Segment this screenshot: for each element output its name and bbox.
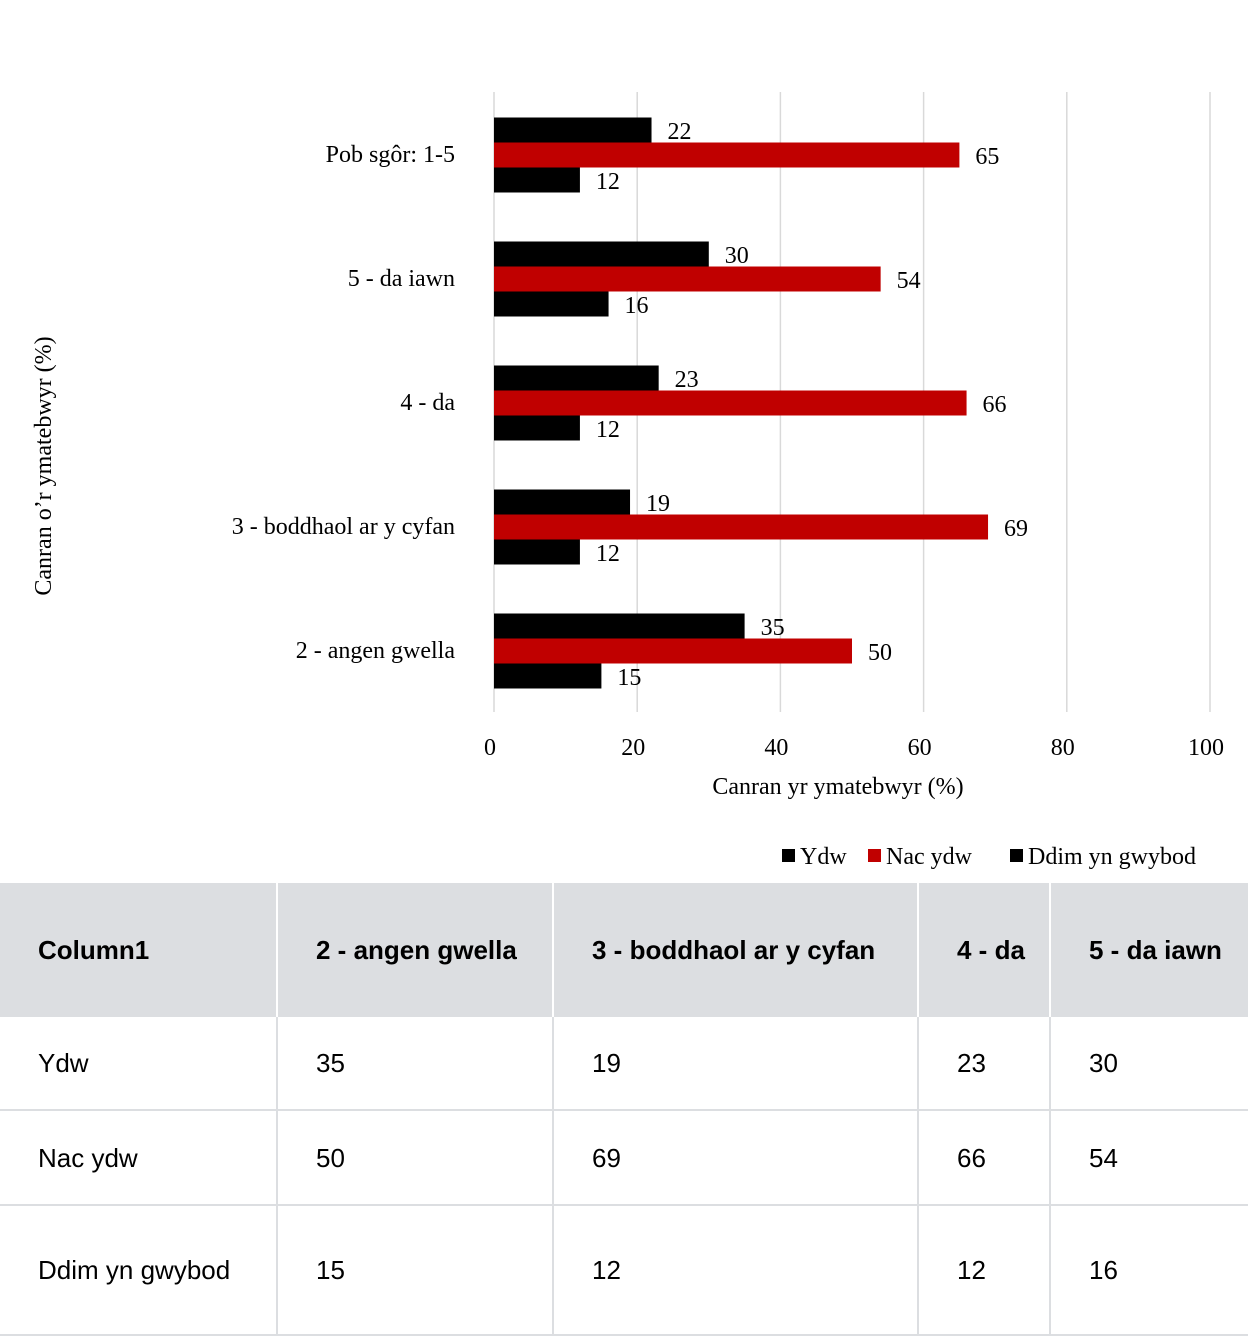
table-cell: 15 <box>277 1205 554 1336</box>
table-cell: 35 <box>277 1017 554 1111</box>
table-cell: Ddim yn gwybod <box>0 1205 278 1336</box>
table-row: Ydw 35 19 23 30 <box>0 1017 1248 1111</box>
category-label: 5 - da iawn <box>348 266 455 292</box>
table-cell: 54 <box>1050 1110 1248 1206</box>
bar <box>494 390 967 416</box>
chart-area: 22 65 12 30 54 16 23 66 12 19 69 12 35 50 15 Pob sgôr:… <box>31 92 1224 870</box>
x-axis-title: Canran yr ymatebwyr (%) <box>712 774 963 800</box>
data-label: 30 <box>725 243 749 269</box>
table-header-cell: 5 - da iawn <box>1050 883 1248 1017</box>
data-label: 16 <box>625 293 649 319</box>
bar <box>494 291 609 317</box>
table-cell: 19 <box>553 1017 919 1111</box>
bar <box>494 167 580 193</box>
data-label: 50 <box>868 640 892 666</box>
x-tick-label: 0 <box>484 735 496 761</box>
table-cell: 66 <box>918 1110 1051 1206</box>
legend-swatch <box>1010 849 1023 862</box>
x-tick-label: 20 <box>621 735 645 761</box>
bar <box>494 117 652 143</box>
data-label: 66 <box>983 392 1007 418</box>
table-header-cell: 4 - da <box>918 883 1051 1017</box>
table-cell: 23 <box>918 1017 1051 1111</box>
bar-chart: 22 65 12 30 54 16 23 66 12 19 69 12 35 50 15 Pob sgôr:… <box>31 92 1224 870</box>
table-cell: Nac ydw <box>0 1110 278 1206</box>
category-label: Pob sgôr: 1-5 <box>326 142 455 168</box>
table-cell: 69 <box>553 1110 919 1206</box>
bar <box>494 415 580 441</box>
bar <box>494 613 745 639</box>
table-header-cell: Column1 <box>0 883 278 1017</box>
data-label: 69 <box>1004 516 1028 542</box>
table-cell: 16 <box>1050 1205 1248 1336</box>
data-table: Column1 2 - angen gwella 3 - boddhaol ar… <box>0 883 1248 1336</box>
bar <box>494 514 989 540</box>
x-tick-label: 40 <box>764 735 788 761</box>
legend-swatch <box>868 849 881 862</box>
bar <box>494 142 960 168</box>
bar <box>494 241 709 267</box>
table-header-cell: 3 - boddhaol ar y cyfan <box>553 883 919 1017</box>
data-label: 12 <box>596 417 620 443</box>
bar <box>494 539 580 565</box>
legend-swatch <box>782 849 795 862</box>
bar <box>494 365 659 391</box>
legend-label: Ddim yn gwybod <box>1028 844 1196 870</box>
category-label: 4 - da <box>400 390 455 416</box>
category-label: 2 - angen gwella <box>296 638 456 664</box>
x-tick-label: 100 <box>1188 735 1224 761</box>
data-label: 65 <box>975 144 999 170</box>
data-label: 12 <box>596 169 620 195</box>
legend-label: Nac ydw <box>886 844 973 870</box>
category-label: 3 - boddhaol ar y cyfan <box>232 514 455 540</box>
category-labels: Pob sgôr: 1-5 5 - da iawn 4 - da 3 - boddha… <box>232 142 456 664</box>
data-label: 19 <box>646 491 670 517</box>
data-label: 54 <box>897 268 921 294</box>
x-tick-label: 60 <box>908 735 932 761</box>
table-cell: Ydw <box>0 1017 278 1111</box>
legend: Ydw Nac ydw Ddim yn gwybod <box>782 844 1196 870</box>
table-header-cell: 2 - angen gwella <box>277 883 554 1017</box>
table-row: Ddim yn gwybod 15 12 12 16 <box>0 1205 1248 1336</box>
bar <box>494 266 881 292</box>
bar <box>494 489 631 515</box>
table-cell: 50 <box>277 1110 554 1206</box>
bar <box>494 638 852 664</box>
data-label: 15 <box>617 665 641 691</box>
data-label: 23 <box>675 367 699 393</box>
table-cell: 12 <box>553 1205 919 1336</box>
y-axis-title: Canran o’r ymatebwyr (%) <box>31 336 57 595</box>
data-label: 22 <box>668 119 692 145</box>
data-label: 35 <box>761 615 785 641</box>
x-tick-label: 80 <box>1051 735 1075 761</box>
table-header-row: Column1 2 - angen gwella 3 - boddhaol ar… <box>0 883 1248 1017</box>
table-row: Nac ydw 50 69 66 54 <box>0 1110 1248 1206</box>
data-labels: 22 65 12 30 54 16 23 66 12 19 69 12 35 50 15 <box>596 119 1028 691</box>
bars <box>494 117 989 689</box>
x-tick-labels: 0 20 40 60 80 100 <box>484 735 1224 761</box>
table-cell: 30 <box>1050 1017 1248 1111</box>
bar <box>494 663 602 689</box>
legend-label: Ydw <box>800 844 847 870</box>
table-cell: 12 <box>918 1205 1051 1336</box>
data-label: 12 <box>596 541 620 567</box>
